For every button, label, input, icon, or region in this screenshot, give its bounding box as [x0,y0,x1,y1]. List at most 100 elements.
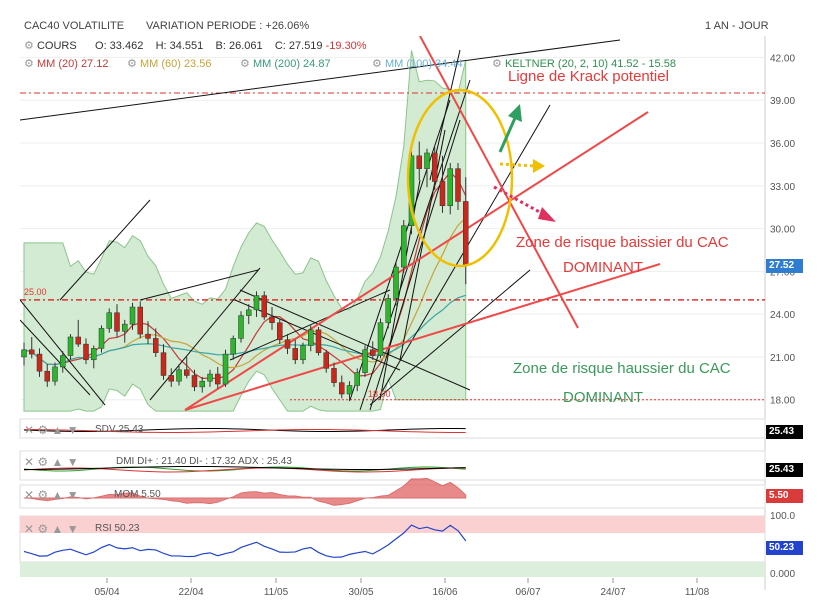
candle-body [67,336,74,356]
y-tick-label: 36.00 [770,139,795,150]
candle-body [91,348,97,361]
candle-body [432,152,438,182]
annotation-haussier-line2: DOMINANT [563,389,643,406]
rsi-tick-label: 100.0 [770,511,795,522]
candle-body [160,352,167,376]
candle-body [207,373,213,382]
annotation-baissier-line1: Zone de risque baissier du CAC [516,234,729,251]
subpanel-frame [19,450,766,481]
trend-line-black [369,269,531,406]
y-tick-label: 21.00 [770,353,795,364]
quote-row: ⚙ COURS O: 33.462 H: 34.551 B: 26.061 C:… [24,39,367,52]
sdv-controls[interactable]: ✕ ⚙ ▲ ▼ [24,423,79,437]
gear-icon[interactable]: ⚙ [240,58,250,70]
quote-label: COURS [36,40,77,52]
rsi-controls[interactable]: ✕ ⚙ ▲ ▼ [24,522,79,536]
candle-body [176,369,182,382]
candle-body [230,338,236,355]
candle-body [52,366,58,382]
candle-body [75,336,81,345]
gear-icon[interactable]: ⚙ [24,40,34,52]
candle-body [284,339,291,349]
candle-body [215,373,221,385]
legend-mm200[interactable]: MM (200) 24.87 [252,58,331,70]
candle-body [393,266,399,299]
dmi-controls[interactable]: ✕ ⚙ ▲ ▼ [24,455,79,469]
candle-body [401,225,407,268]
legend-mm60[interactable]: MM (60) 23.56 [139,58,212,70]
annotation-baissier-line2: DOMINANT [563,259,643,276]
candle-body [315,329,322,353]
gear-icon[interactable]: ⚙ [372,58,382,70]
price-axis: 42.0039.0036.0033.0030.0027.0024.0021.00… [770,53,795,406]
x-tick-label: 05/04 [94,587,119,598]
gear-icon[interactable]: ⚙ [24,58,34,70]
rsi-overbought-zone [20,516,765,533]
mom-badge: 5.50 [766,489,803,503]
quote-low: B: 26.061 [215,40,263,52]
candle-body [246,309,252,316]
candle-body [300,345,306,361]
quote-change: -19.30% [325,40,367,52]
candle-body [129,306,136,325]
candle-body [191,375,198,388]
legend-mm20[interactable]: MM (20) 27.12 [36,58,109,70]
legend-mm100-wrap: ⚙ MM (100) 34.44 [372,57,463,70]
sdv-label: SDV 25.43 [95,424,144,435]
y-tick-label: 18.00 [770,396,795,407]
candle-body [362,349,368,373]
candle-body [137,306,143,335]
rsi-badge: 50.23 [766,541,803,555]
variation-label: VARIATION PERIODE : +26.06% [146,20,310,32]
y-tick-label: 39.00 [770,96,795,107]
highlight-ellipse [406,88,514,268]
candle-body [277,322,283,341]
candle-body [21,349,27,358]
candle-body [199,380,205,388]
arrow-down [493,185,546,217]
dmi-adx [23,465,466,471]
indicator-row: ⚙ MM (20) 27.12 [24,57,108,70]
candle-body [253,295,260,311]
rsi-label: RSI 50.23 [95,523,140,534]
candle-body [269,316,275,323]
y-tick-label: 24.00 [770,310,795,321]
quote-open: O: 33.462 [95,40,144,52]
dmi-badge: 25.43 [766,463,803,477]
legend-mm60-wrap: ⚙ MM (60) 23.56 [127,57,211,70]
trend-line-black [229,289,391,361]
rsi-tick-label: 0.000 [770,569,795,580]
legend-keltner[interactable]: KELTNER (20, 2, 10) 41.52 - 15.58 [504,58,676,70]
arrow-up-head [508,104,522,122]
trend-line-black [369,119,461,411]
rsi-line [23,524,467,558]
candle-body [447,168,453,206]
legend-keltner-wrap: ⚙ KELTNER (20, 2, 10) 41.52 - 15.58 [492,57,676,70]
arrow-down-head [538,207,556,222]
x-tick-label: 22/04 [178,587,203,598]
ma-200-line [23,294,466,366]
candle-body [331,368,337,383]
level-25-label: 25.00 [24,287,47,297]
mom-controls[interactable]: ✕ ⚙ ▲ ▼ [24,488,79,502]
candle-body [153,338,159,353]
x-tick-label: 24/07 [600,587,625,598]
candle-body [29,349,35,355]
arrow-flat [499,162,536,168]
trend-line-black [59,199,151,301]
candle-body [416,155,422,169]
trend-line-red [419,36,579,329]
candle-body [346,385,353,395]
candle-body [83,343,89,361]
gear-icon[interactable]: ⚙ [127,58,137,70]
sub-panels: 100.050.00.000 [19,418,795,580]
overlay-annotations [406,88,556,268]
legend-mm200-wrap: ⚙ MM (200) 24.87 [240,57,331,70]
period-selector[interactable]: 1 AN - JOUR [705,20,769,32]
quote-high: H: 34.551 [155,40,204,52]
legend-mm100[interactable]: MM (100) 34.44 [384,58,463,70]
sdv-badge: 25.43 [766,425,803,439]
candles [21,141,469,402]
candle-body [98,328,105,349]
gear-icon[interactable]: ⚙ [492,58,502,70]
